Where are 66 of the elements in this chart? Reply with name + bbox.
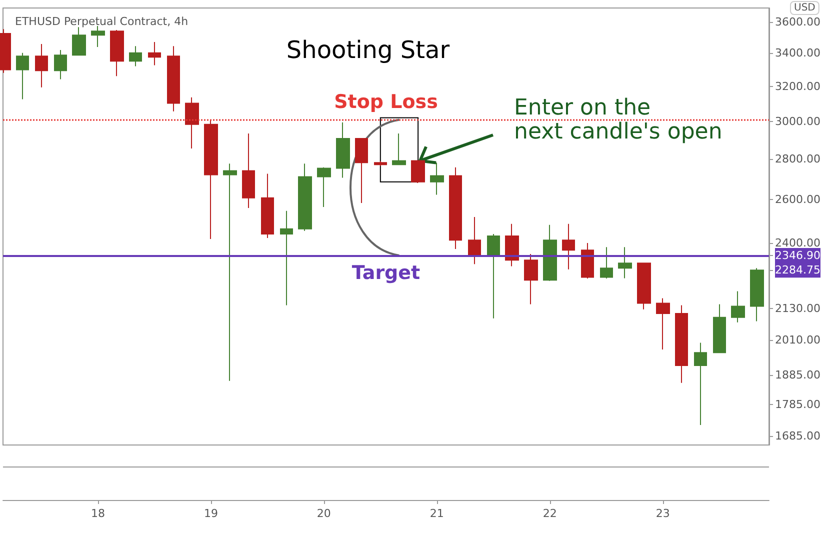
y-tick-label: 3200.00 bbox=[775, 80, 820, 93]
candlestick bbox=[204, 120, 218, 240]
candlestick bbox=[336, 122, 350, 178]
candlestick bbox=[355, 138, 368, 204]
candlestick bbox=[600, 246, 613, 279]
x-tick-label: 19 bbox=[204, 507, 218, 520]
candlestick bbox=[261, 173, 274, 239]
y-tick-label: 1885.00 bbox=[775, 368, 820, 382]
x-tick-label: 21 bbox=[430, 507, 444, 520]
y-tick-label: 2600.00 bbox=[775, 193, 820, 206]
y-tick-label: 3600.00 bbox=[775, 16, 820, 29]
candlestick bbox=[713, 304, 726, 354]
x-tick-label: 22 bbox=[542, 507, 557, 520]
y-tick-label: 2284.75 bbox=[775, 264, 820, 277]
text: ETHUSD Perpetual Contract, 4h bbox=[15, 15, 188, 28]
y-tick-label: 2010.00 bbox=[775, 333, 820, 346]
candlestick bbox=[468, 216, 481, 265]
y-tick-label: 3400.00 bbox=[775, 46, 820, 60]
candlestick bbox=[637, 262, 651, 310]
candlestick bbox=[223, 163, 237, 382]
y-tick-label: 2346.90 bbox=[775, 248, 820, 262]
candlestick bbox=[449, 166, 462, 250]
candlestick bbox=[392, 132, 406, 166]
candlestick bbox=[505, 223, 519, 267]
candlestick bbox=[242, 132, 255, 209]
y-tick-label: 2130.00 bbox=[775, 302, 820, 315]
candlestick bbox=[298, 163, 312, 232]
candlestick bbox=[129, 46, 142, 67]
candlestick bbox=[581, 242, 594, 279]
candlestick bbox=[694, 342, 707, 426]
y-tick-label: 1685.00 bbox=[775, 430, 820, 443]
candlestick bbox=[731, 290, 745, 323]
candlestick bbox=[487, 234, 500, 319]
candlestick bbox=[543, 224, 557, 282]
y-tick-label: 1785.00 bbox=[775, 398, 820, 412]
x-tick-label: 18 bbox=[91, 507, 105, 520]
text: Shooting Star bbox=[286, 36, 450, 64]
y-tick-label: 3000.00 bbox=[775, 115, 820, 128]
candlestick bbox=[148, 41, 161, 66]
y-tick-label: 2400.00 bbox=[775, 236, 820, 250]
candlestick bbox=[54, 50, 67, 80]
candlestick bbox=[35, 44, 48, 88]
annotation: Enter on the next candle's open bbox=[514, 96, 722, 144]
candlestick bbox=[675, 304, 688, 384]
candlestick bbox=[185, 96, 199, 150]
x-tick-label: 23 bbox=[656, 507, 670, 520]
candlestick bbox=[110, 30, 124, 77]
candlestick bbox=[656, 298, 670, 350]
ref-line-label: Target bbox=[352, 262, 420, 284]
candlestick bbox=[280, 210, 293, 306]
candlestick bbox=[167, 46, 180, 112]
candlestick bbox=[430, 162, 444, 196]
candlestick bbox=[618, 246, 632, 279]
candlestick bbox=[317, 166, 331, 208]
candlestick bbox=[411, 160, 425, 184]
ref-line-label: Stop Loss bbox=[334, 91, 438, 114]
x-tick-label: 20 bbox=[316, 507, 331, 520]
candlestick bbox=[91, 26, 105, 48]
candlestick bbox=[374, 160, 387, 167]
candlestick bbox=[562, 223, 575, 270]
candlestick bbox=[72, 26, 86, 56]
text: USD bbox=[794, 2, 816, 14]
candlestick bbox=[524, 254, 538, 305]
y-tick-label: 2800.00 bbox=[775, 152, 820, 166]
candlestick bbox=[750, 268, 764, 322]
candlestick bbox=[16, 52, 29, 100]
